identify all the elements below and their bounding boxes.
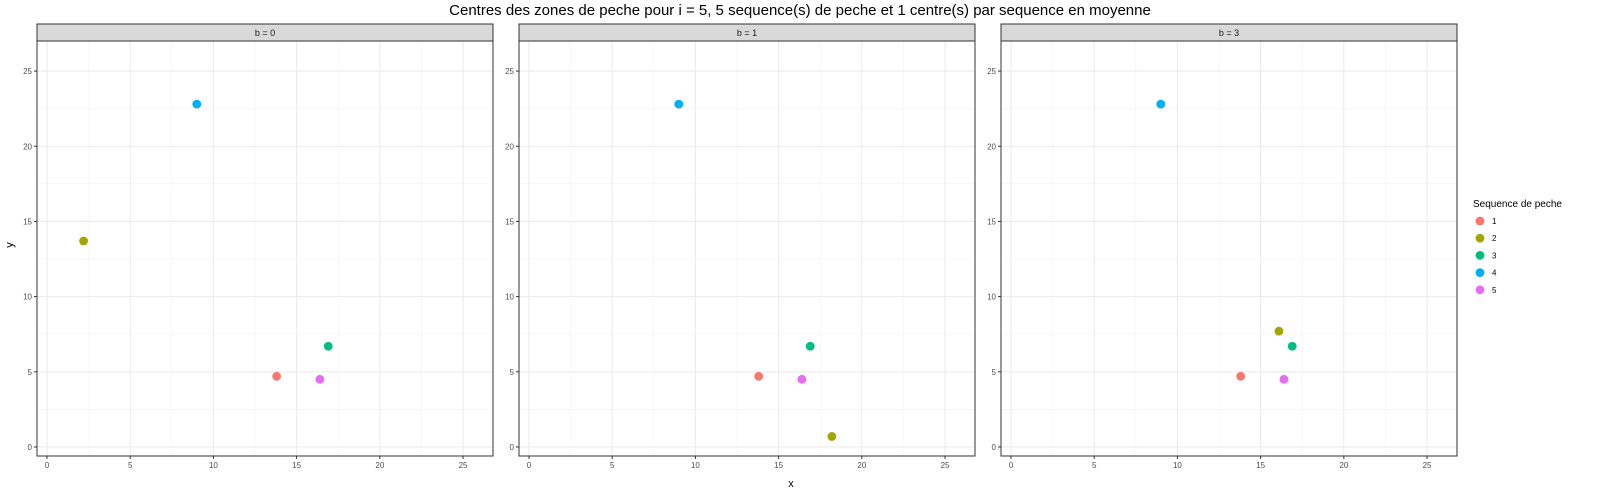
data-point-series-2 xyxy=(1274,326,1284,336)
y-tick-label: 20 xyxy=(987,142,996,151)
data-point-series-3 xyxy=(1287,341,1297,351)
panel-background xyxy=(519,41,975,456)
y-tick-label: 25 xyxy=(987,67,996,76)
x-tick-label: 20 xyxy=(857,461,866,470)
facet-strip-label: b = 3 xyxy=(1219,28,1239,38)
legend-key-5 xyxy=(1475,285,1485,295)
data-point-series-4 xyxy=(674,99,684,109)
data-point-series-1 xyxy=(272,371,282,381)
x-tick-label: 5 xyxy=(610,461,615,470)
y-axis-title: y xyxy=(4,242,16,248)
y-tick-label: 25 xyxy=(23,67,32,76)
data-point-series-1 xyxy=(754,371,764,381)
legend-key-2 xyxy=(1475,233,1485,243)
x-tick-label: 20 xyxy=(375,461,384,470)
x-tick-label: 10 xyxy=(691,461,700,470)
y-tick-label: 25 xyxy=(505,67,514,76)
x-tick-label: 25 xyxy=(459,461,468,470)
y-tick-label: 0 xyxy=(992,443,997,452)
y-tick-label: 5 xyxy=(992,368,997,377)
facet-strip-label: b = 0 xyxy=(255,28,275,38)
data-point-series-5 xyxy=(1279,374,1289,384)
data-point-series-5 xyxy=(315,374,325,384)
x-tick-label: 15 xyxy=(774,461,783,470)
y-tick-label: 10 xyxy=(23,293,32,302)
x-tick-label: 20 xyxy=(1339,461,1348,470)
legend-key-3 xyxy=(1475,251,1485,260)
y-tick-label: 5 xyxy=(510,368,515,377)
panel-border xyxy=(1000,40,1458,457)
x-tick-label: 25 xyxy=(1423,461,1432,470)
legend-label-4: 4 xyxy=(1492,269,1497,278)
y-tick-label: 15 xyxy=(23,217,32,226)
y-tick-label: 20 xyxy=(505,142,514,151)
x-tick-label: 10 xyxy=(1173,461,1182,470)
y-tick-label: 15 xyxy=(987,217,996,226)
data-point-series-4 xyxy=(1156,99,1166,109)
y-tick-label: 10 xyxy=(505,293,514,302)
x-tick-label: 5 xyxy=(1092,461,1097,470)
legend-key-1 xyxy=(1475,216,1485,226)
data-point-series-3 xyxy=(323,341,333,351)
y-tick-label: 5 xyxy=(28,368,33,377)
facet-strip-label: b = 1 xyxy=(737,28,757,38)
y-tick-label: 20 xyxy=(23,142,32,151)
y-tick-label: 15 xyxy=(505,217,514,226)
legend-title: Sequence de peche xyxy=(1473,199,1562,210)
data-point-series-2 xyxy=(79,236,88,246)
x-tick-label: 5 xyxy=(128,461,133,470)
y-tick-label: 0 xyxy=(510,443,515,452)
panel-background xyxy=(1001,41,1457,456)
data-point-series-3 xyxy=(805,341,815,351)
data-point-series-2 xyxy=(827,432,837,441)
chart-title: Centres des zones de peche pour i = 5, 5… xyxy=(449,2,1151,19)
x-axis-title: x xyxy=(788,478,794,490)
x-tick-label: 15 xyxy=(1256,461,1265,470)
panel-background xyxy=(37,41,493,456)
x-tick-label: 0 xyxy=(45,461,50,470)
legend-label-5: 5 xyxy=(1492,286,1497,295)
legend-label-1: 1 xyxy=(1492,217,1497,226)
panel-border xyxy=(518,40,976,457)
y-tick-label: 10 xyxy=(987,293,996,302)
x-tick-label: 0 xyxy=(1009,461,1014,470)
data-point-series-5 xyxy=(797,374,807,384)
legend-key-4 xyxy=(1475,268,1485,277)
y-tick-label: 0 xyxy=(28,443,33,452)
x-tick-label: 15 xyxy=(292,461,301,470)
x-tick-label: 0 xyxy=(527,461,532,470)
data-point-series-4 xyxy=(192,99,202,109)
legend-label-2: 2 xyxy=(1492,234,1497,243)
x-tick-label: 25 xyxy=(941,461,950,470)
x-tick-label: 10 xyxy=(209,461,218,470)
panel-border xyxy=(36,40,494,457)
data-point-series-1 xyxy=(1236,371,1246,381)
legend-label-3: 3 xyxy=(1492,251,1497,260)
